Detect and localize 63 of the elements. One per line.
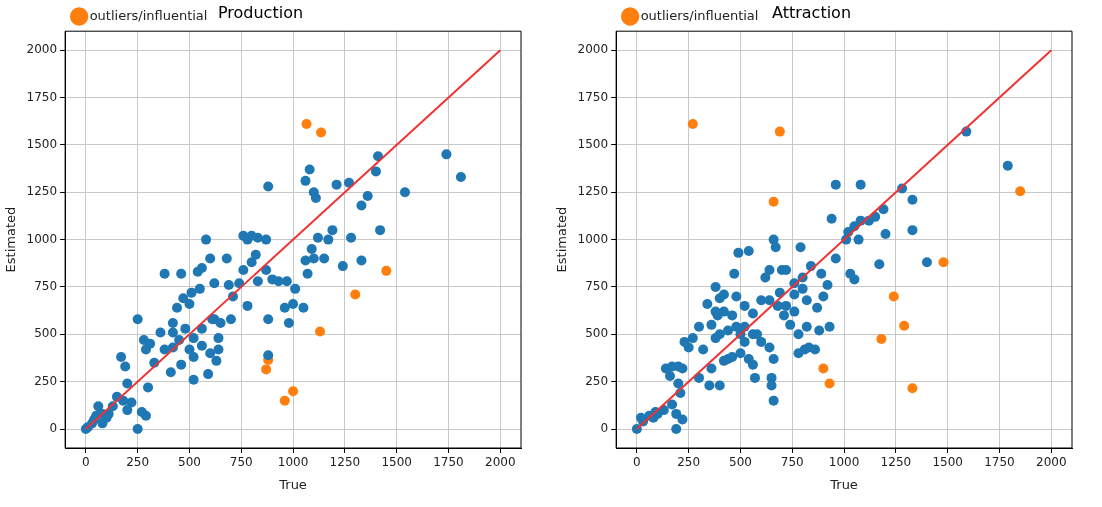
x-tick-label: 500 bbox=[729, 455, 752, 470]
point bbox=[818, 363, 829, 374]
point bbox=[888, 291, 899, 302]
legend-label: outliers/influential bbox=[640, 7, 759, 23]
y-tick-label: 750 bbox=[585, 279, 609, 294]
x-tick-label: 1250 bbox=[329, 455, 361, 470]
x-tick-label: 1750 bbox=[433, 455, 464, 470]
point bbox=[316, 127, 327, 138]
y-tick-label: 0 bbox=[49, 421, 58, 436]
point bbox=[687, 119, 698, 130]
point bbox=[768, 196, 779, 207]
x-tick-label: 2000 bbox=[485, 455, 516, 470]
point bbox=[774, 126, 785, 137]
point bbox=[315, 326, 326, 337]
x-axis-title: True bbox=[278, 476, 307, 492]
point bbox=[824, 378, 835, 389]
y-tick-label: 1250 bbox=[26, 184, 58, 199]
point bbox=[907, 383, 918, 394]
x-axis-title: True bbox=[829, 476, 858, 492]
y-tick-label: 1500 bbox=[26, 137, 58, 151]
y-tick-label: 1750 bbox=[577, 89, 609, 104]
y-axis-title: Estimated bbox=[554, 206, 570, 273]
chart-title: Production bbox=[217, 2, 304, 22]
y-tick-label: 1500 bbox=[577, 137, 609, 151]
point bbox=[381, 265, 392, 276]
x-tick-label: 750 bbox=[780, 455, 804, 470]
x-tick-label: 1000 bbox=[277, 455, 309, 470]
y-tick-label: 1000 bbox=[577, 231, 609, 246]
point bbox=[899, 320, 910, 331]
point bbox=[279, 395, 290, 406]
point bbox=[301, 119, 312, 130]
x-tick-label: 1000 bbox=[828, 455, 860, 470]
y-tick-label: 500 bbox=[34, 326, 58, 341]
x-tick-label: 1500 bbox=[932, 455, 963, 470]
x-tick-label: 1750 bbox=[984, 455, 1015, 470]
legend-label: outliers/influential bbox=[89, 7, 208, 23]
x-tick-label: 1250 bbox=[880, 455, 912, 470]
point bbox=[938, 257, 949, 268]
x-tick-label: 250 bbox=[126, 455, 150, 470]
y-tick-label: 1000 bbox=[26, 231, 58, 246]
x-tick-label: 1500 bbox=[381, 455, 412, 470]
point bbox=[876, 334, 887, 345]
y-tick-label: 2000 bbox=[26, 42, 58, 57]
x-tick-label: 0 bbox=[82, 455, 90, 470]
y-tick-label: 500 bbox=[585, 326, 609, 341]
x-tick-label: 0 bbox=[633, 455, 641, 470]
y-tick-label: 1750 bbox=[26, 89, 58, 104]
point bbox=[261, 364, 272, 375]
y-tick-label: 250 bbox=[585, 373, 609, 388]
x-tick-label: 500 bbox=[178, 455, 201, 470]
y-axis-title: Estimated bbox=[3, 206, 19, 273]
point bbox=[288, 386, 299, 397]
y-tick-label: 750 bbox=[34, 279, 58, 294]
point bbox=[350, 289, 361, 300]
y-tick-label: 0 bbox=[600, 421, 609, 436]
y-tick-label: 2000 bbox=[577, 42, 609, 57]
y-tick-label: 250 bbox=[34, 373, 58, 388]
x-tick-label: 2000 bbox=[1036, 455, 1067, 470]
point bbox=[1015, 186, 1026, 197]
y-tick-label: 1250 bbox=[577, 184, 609, 199]
x-tick-label: 750 bbox=[229, 455, 253, 470]
chart-title: Attraction bbox=[771, 2, 852, 22]
x-tick-label: 250 bbox=[677, 455, 701, 470]
